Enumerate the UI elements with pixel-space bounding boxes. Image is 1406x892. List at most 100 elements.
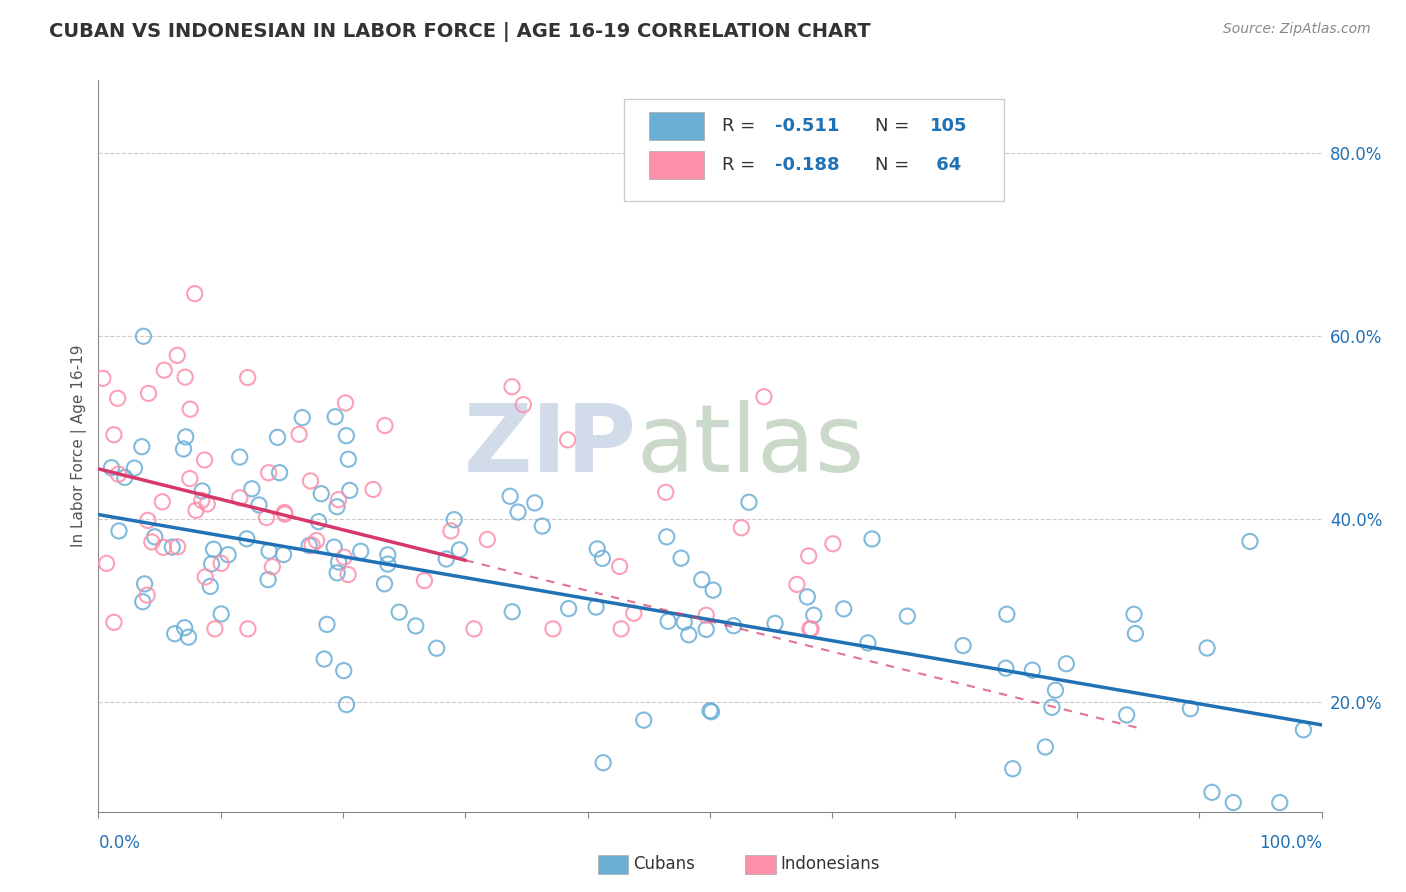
Point [131,440,153,454]
Y-axis label: In Labor Force | Age 16-19: In Labor Force | Age 16-19 [72,344,87,548]
Point [179,402,201,417]
Point [134,577,156,591]
Point [143,530,166,544]
Point [163,626,186,640]
Point [856,636,879,650]
Point [690,573,713,587]
Point [328,555,350,569]
Point [332,664,354,678]
Point [316,617,339,632]
Point [678,628,700,642]
Point [132,329,155,343]
Text: 0.0%: 0.0% [98,834,141,852]
Point [702,583,724,598]
Point [240,482,263,496]
Point [1201,785,1223,799]
Point [1222,796,1244,810]
Point [592,756,614,770]
Point [786,577,808,591]
Point [138,386,160,401]
Point [273,506,295,520]
Point [752,390,775,404]
Point [103,615,125,630]
Point [512,398,534,412]
Point [1123,607,1146,622]
FancyBboxPatch shape [650,152,704,179]
Point [995,607,1018,622]
Point [107,392,129,406]
Point [191,493,214,508]
Point [1125,626,1147,640]
Point [132,595,155,609]
Text: R =: R = [723,118,761,136]
Point [217,548,239,562]
Point [299,474,322,488]
Point [1292,723,1315,737]
Point [328,492,350,507]
Point [209,607,232,621]
Point [314,652,336,666]
Point [339,483,361,498]
Point [174,430,197,444]
Point [257,544,280,558]
Text: N =: N = [875,118,915,136]
Point [860,532,883,546]
Point [173,621,195,635]
Point [141,535,163,549]
Point [1195,640,1218,655]
Point [361,483,384,497]
Text: R =: R = [723,156,761,174]
Point [499,489,522,503]
Point [699,704,721,718]
Point [323,409,346,424]
Point [193,453,215,467]
Point [274,507,297,521]
Text: ZIP: ZIP [464,400,637,492]
Point [247,498,270,512]
Point [1001,762,1024,776]
Point [531,519,554,533]
Point [335,396,357,410]
Point [623,606,645,620]
Text: Cubans: Cubans [633,855,695,873]
Point [523,496,546,510]
Point [506,505,529,519]
Point [557,601,579,615]
Point [229,491,252,505]
Point [821,537,844,551]
Point [202,542,225,557]
Point [150,495,173,509]
Text: 100.0%: 100.0% [1258,834,1322,852]
Point [114,470,136,484]
Text: -0.511: -0.511 [775,118,839,136]
Point [204,622,226,636]
Point [337,452,360,467]
Point [124,461,146,475]
Point [799,622,821,636]
Point [91,371,114,385]
Point [1115,707,1137,722]
Point [1268,796,1291,810]
Point [832,602,855,616]
Point [669,551,692,566]
Point [337,567,360,582]
Point [103,427,125,442]
Point [377,548,399,562]
Point [426,641,449,656]
Point [609,559,631,574]
Point [413,574,436,588]
Point [309,486,332,500]
Point [585,600,607,615]
Point [107,467,129,482]
Point [738,495,761,509]
Point [695,623,717,637]
Point [1239,534,1261,549]
Point [1180,702,1202,716]
Point [273,548,295,562]
Point [673,615,696,630]
Point [177,630,200,644]
Point [96,557,118,571]
Point [443,513,465,527]
Point [298,538,321,552]
Point [236,622,259,636]
